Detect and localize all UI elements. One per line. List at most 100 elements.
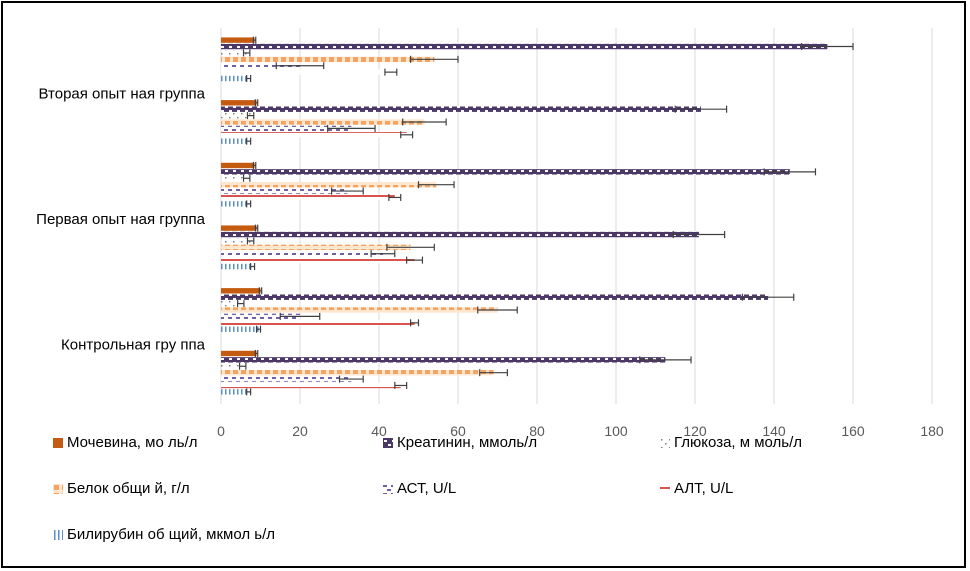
error-bar [479, 369, 508, 377]
error-bar [400, 131, 414, 139]
error-bar [252, 161, 257, 169]
x-tick-label: 140 [762, 423, 786, 439]
bar-2-3 [221, 175, 247, 181]
error-bar [236, 300, 245, 308]
bar-0-4 [221, 100, 257, 106]
bar-3-1 [221, 307, 498, 313]
error-bar [252, 36, 257, 44]
bar-4-5 [221, 63, 300, 69]
error-bar [388, 193, 402, 201]
bar-5-2 [221, 257, 415, 263]
gridlines [220, 28, 933, 404]
category-label: Вторая опыт ная группа [39, 86, 206, 103]
x-tick-label: 120 [683, 423, 707, 439]
bar-2-2 [221, 238, 251, 244]
error-bar [801, 43, 854, 51]
bar-1-5 [221, 43, 828, 50]
error-bar [246, 237, 255, 245]
bar-2-1 [221, 300, 241, 307]
x-tick-label: 20 [292, 423, 308, 439]
legend-label: Белок общи й, г/л [67, 480, 190, 497]
bar-4-2 [221, 251, 383, 257]
legend-label: Креатинин, ммоль/л [397, 434, 538, 451]
error-bar [417, 181, 455, 189]
bar-6-1 [221, 326, 259, 332]
bar-0-1 [221, 288, 261, 294]
bar-3-5 [221, 56, 435, 63]
error-bar [741, 293, 795, 301]
error-bar [327, 124, 376, 132]
legend-item: АСТ, U/L [383, 480, 456, 497]
x-tick-label: 40 [371, 423, 387, 439]
error-bar [672, 231, 726, 239]
legend-item: Билирубин об щий, мкмол ь/л [53, 526, 275, 543]
error-bar [477, 306, 518, 314]
error-bar [254, 224, 259, 232]
error-bar [242, 49, 251, 57]
error-bar [410, 319, 420, 327]
error-bar [406, 256, 424, 264]
legend-item: Глюкоза, м моль/л [660, 434, 802, 451]
legend-label: АЛТ, U/L [674, 480, 734, 497]
bar-4-4 [221, 125, 352, 132]
error-bar [246, 75, 252, 83]
error-bar [242, 174, 251, 182]
bar-3-4 [221, 119, 425, 125]
bar-1-0 [221, 357, 666, 363]
error-bar [246, 112, 255, 120]
error-bar [763, 168, 817, 176]
x-tick-label: 80 [529, 423, 545, 439]
bar-2-0 [221, 363, 243, 369]
error-bar [386, 243, 435, 251]
legend-item: Мочевина, мо ль/л [53, 434, 197, 451]
x-tick-label: 160 [841, 423, 865, 439]
bar-6-0 [221, 389, 249, 395]
error-bar [370, 250, 396, 258]
bar-3-0 [221, 369, 494, 376]
bar-4-1 [221, 313, 300, 320]
bar-6-2 [221, 263, 253, 270]
y-axis-categories: Контрольная гру ппа Первая опыт ная групп… [36, 86, 205, 354]
bar-5-0 [221, 382, 401, 389]
bar-3-2 [221, 244, 411, 251]
bar-0-0 [221, 350, 257, 357]
bar-5-4 [221, 132, 407, 138]
legend-swatch-icon [53, 437, 63, 448]
error-bar [384, 68, 398, 76]
x-tick-label: 60 [450, 423, 466, 439]
bar-4-3 [221, 188, 348, 194]
error-bar [275, 62, 325, 70]
bar-1-1 [221, 294, 769, 300]
bar-2-5 [221, 50, 247, 56]
bar-5-3 [221, 194, 395, 201]
x-tick-label: 180 [920, 423, 944, 439]
legend-label: Глюкоза, м моль/л [674, 434, 803, 451]
legend-swatch-icon [660, 483, 670, 494]
error-bar [331, 187, 364, 195]
x-tick-label: 0 [217, 423, 225, 439]
error-bar [279, 312, 321, 320]
legend-label: Билирубин об щий, мкмол ь/л [67, 526, 276, 543]
legend-swatch-icon [383, 437, 393, 448]
bar-0-5 [221, 37, 255, 43]
error-bar [394, 381, 408, 389]
bar-6-5 [221, 75, 249, 82]
error-bar [639, 356, 692, 364]
error-bar [246, 200, 252, 208]
error-bar [338, 375, 364, 383]
legend-label: Мочевина, мо ль/л [67, 434, 198, 451]
legend-swatch-icon [53, 529, 63, 540]
bar-6-3 [221, 201, 249, 207]
bar-0-2 [221, 225, 257, 231]
legend-label: АСТ, U/L [397, 480, 457, 497]
error-bar [254, 99, 259, 107]
error-bar [246, 388, 252, 396]
error-bar [410, 55, 459, 63]
x-axis-ticks: 0 20 40 60 80 100 120 140 160 180 [217, 423, 944, 439]
bar-5-1 [221, 320, 415, 326]
error-bar [254, 349, 259, 357]
bars [221, 36, 854, 396]
legend-swatch-icon [383, 483, 393, 494]
